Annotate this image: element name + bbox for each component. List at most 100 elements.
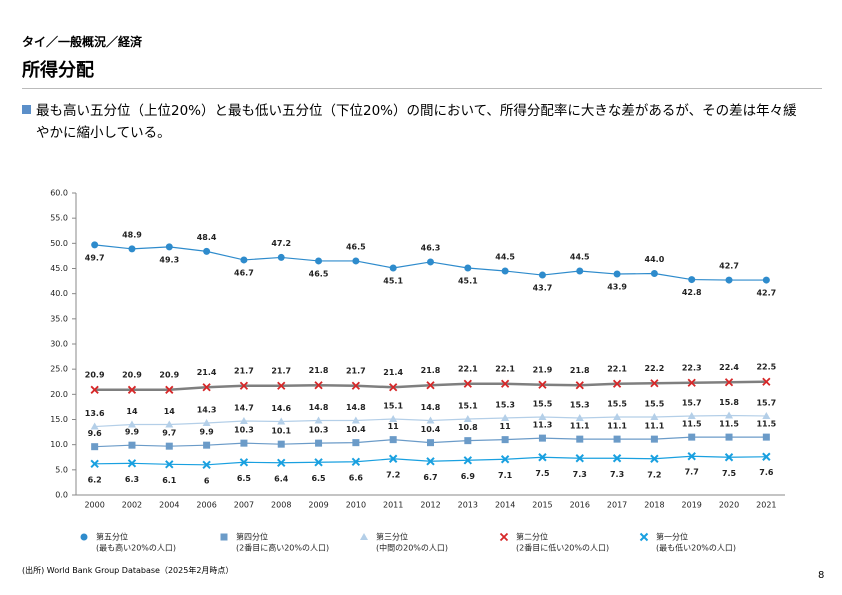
data-label: 7.6 [759, 468, 774, 477]
y-tick-label: 0.0 [55, 491, 68, 500]
x-tick-label: 2015 [532, 501, 552, 510]
data-label: 21.8 [309, 366, 329, 375]
y-tick-label: 25.0 [50, 365, 68, 374]
marker [239, 381, 249, 390]
marker [426, 381, 435, 390]
data-label: 14.8 [421, 403, 441, 412]
data-label: 21.4 [197, 368, 217, 377]
marker [538, 380, 547, 389]
marker [351, 457, 361, 466]
x-tick-label: 2008 [271, 501, 291, 510]
marker [388, 454, 398, 463]
data-label: 21.8 [570, 366, 590, 375]
data-label: 14.6 [271, 404, 291, 413]
data-label: 15.8 [719, 398, 739, 407]
marker [464, 264, 472, 272]
marker [575, 381, 584, 390]
data-label: 42.8 [682, 288, 702, 297]
data-label: 43.7 [533, 284, 553, 293]
data-label: 22.1 [495, 364, 515, 373]
marker [500, 455, 510, 464]
marker [576, 435, 584, 443]
marker [762, 276, 770, 284]
marker [277, 381, 286, 390]
marker [352, 257, 360, 265]
marker [90, 385, 99, 394]
marker [277, 458, 286, 467]
marker [351, 381, 361, 390]
data-label: 6.1 [162, 476, 177, 485]
data-label: 11 [500, 422, 512, 431]
y-tick-label: 40.0 [50, 289, 68, 298]
data-label: 22.5 [756, 362, 776, 371]
data-label: 15.7 [756, 398, 776, 407]
legend-note: (2番目に高い20%の人口) [236, 543, 329, 553]
x-tick-label: 2014 [495, 501, 515, 510]
data-label: 14.7 [234, 404, 254, 413]
data-label: 44.0 [645, 255, 665, 264]
marker [650, 270, 658, 278]
data-label: 20.9 [122, 370, 142, 379]
divider [22, 88, 822, 89]
data-label: 11.5 [682, 420, 702, 429]
data-label: 6.5 [237, 474, 252, 483]
y-tick-label: 30.0 [50, 340, 68, 349]
data-label: 15.5 [607, 399, 627, 408]
data-label: 43.9 [607, 283, 627, 292]
source: (出所) World Bank Group Database（2025年2月時点… [22, 566, 234, 575]
marker [464, 437, 472, 445]
y-tick-label: 10.0 [50, 440, 68, 449]
data-label: 47.2 [271, 239, 291, 248]
data-label: 46.5 [309, 269, 329, 278]
marker [613, 412, 622, 420]
data-label: 11.1 [645, 422, 665, 431]
data-label: 45.1 [383, 276, 403, 285]
legend-label: 第二分位 [516, 532, 548, 542]
marker [538, 434, 546, 442]
x-tick-label: 2017 [607, 501, 627, 510]
data-label: 11 [388, 422, 400, 431]
marker [314, 458, 323, 467]
marker [575, 454, 584, 463]
data-label: 6.5 [311, 474, 326, 483]
data-label: 22.4 [719, 363, 739, 372]
marker [389, 436, 397, 444]
data-label: 6.7 [423, 473, 437, 482]
data-label: 6 [204, 476, 210, 485]
marker [389, 383, 398, 392]
marker [203, 441, 211, 449]
legend-note: (中間の20%の人口) [376, 543, 448, 553]
data-label: 21.8 [421, 366, 441, 375]
marker [650, 412, 659, 420]
data-label: 7.3 [610, 470, 624, 479]
marker [127, 459, 137, 468]
data-label: 6.6 [349, 473, 364, 482]
marker [352, 439, 360, 447]
marker [91, 241, 99, 249]
bullet-icon [22, 105, 31, 114]
data-label: 9.9 [125, 428, 140, 437]
legend-marker [499, 532, 509, 542]
marker [576, 267, 584, 275]
data-label: 49.7 [85, 253, 105, 262]
data-label: 9.9 [200, 428, 215, 437]
data-label: 20.9 [159, 370, 179, 379]
marker [427, 439, 434, 447]
data-label: 6.9 [461, 472, 476, 481]
marker [688, 276, 696, 284]
x-tick-label: 2021 [756, 501, 776, 510]
x-tick-label: 2002 [122, 501, 142, 510]
data-label: 48.9 [122, 230, 142, 239]
marker [165, 420, 174, 428]
marker [463, 414, 472, 422]
data-label: 15.7 [682, 398, 702, 407]
legend-label: 第四分位 [236, 532, 268, 542]
x-tick-label: 2011 [383, 501, 403, 510]
data-label: 15.3 [570, 400, 590, 409]
data-label: 20.9 [85, 370, 105, 379]
y-tick-label: 55.0 [50, 214, 68, 223]
data-label: 21.7 [271, 366, 291, 375]
data-label: 11.1 [570, 422, 590, 431]
x-tick-label: 2009 [308, 501, 328, 510]
data-label: 7.2 [386, 470, 400, 479]
